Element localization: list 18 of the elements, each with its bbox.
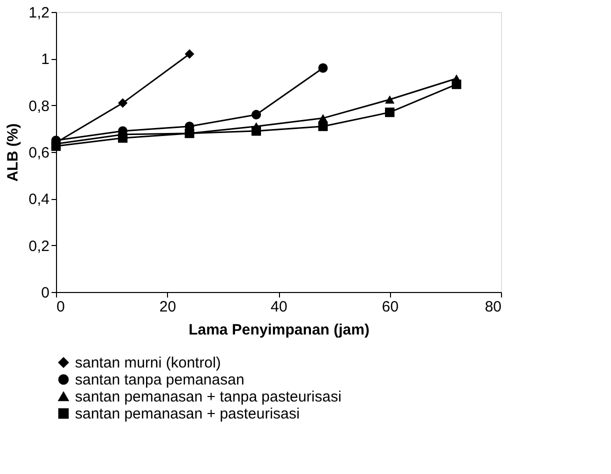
y-tick-label: 1,2 xyxy=(28,4,50,22)
y-tick-label: 0,2 xyxy=(28,238,50,255)
y-tick-label: 0 xyxy=(41,284,50,302)
legend-label: santan tanpa pemanasan xyxy=(75,372,244,388)
y-tick-label: 0,6 xyxy=(28,144,50,162)
x-tick-label: 40 xyxy=(270,298,288,316)
x-tick-label: 80 xyxy=(484,298,502,316)
y-axis-title: ALB (%) xyxy=(4,123,22,182)
x-tick-label: 60 xyxy=(382,298,399,316)
x-tick-label: 0 xyxy=(56,298,65,316)
legend-label: santan murni (kontrol) xyxy=(75,354,221,372)
legend-label: santan pemanasan + pasteurisasi xyxy=(75,406,300,422)
y-tick-label: 0,4 xyxy=(28,191,50,208)
y-tick-label: 0,8 xyxy=(28,98,50,115)
x-axis-title: Lama Penyimpanan (jam) xyxy=(188,322,370,338)
legend-label: santan pemanasan + tanpa pasteurisasi xyxy=(75,388,342,406)
y-tick-label: 1 xyxy=(41,51,50,68)
x-tick-label: 20 xyxy=(159,298,176,316)
